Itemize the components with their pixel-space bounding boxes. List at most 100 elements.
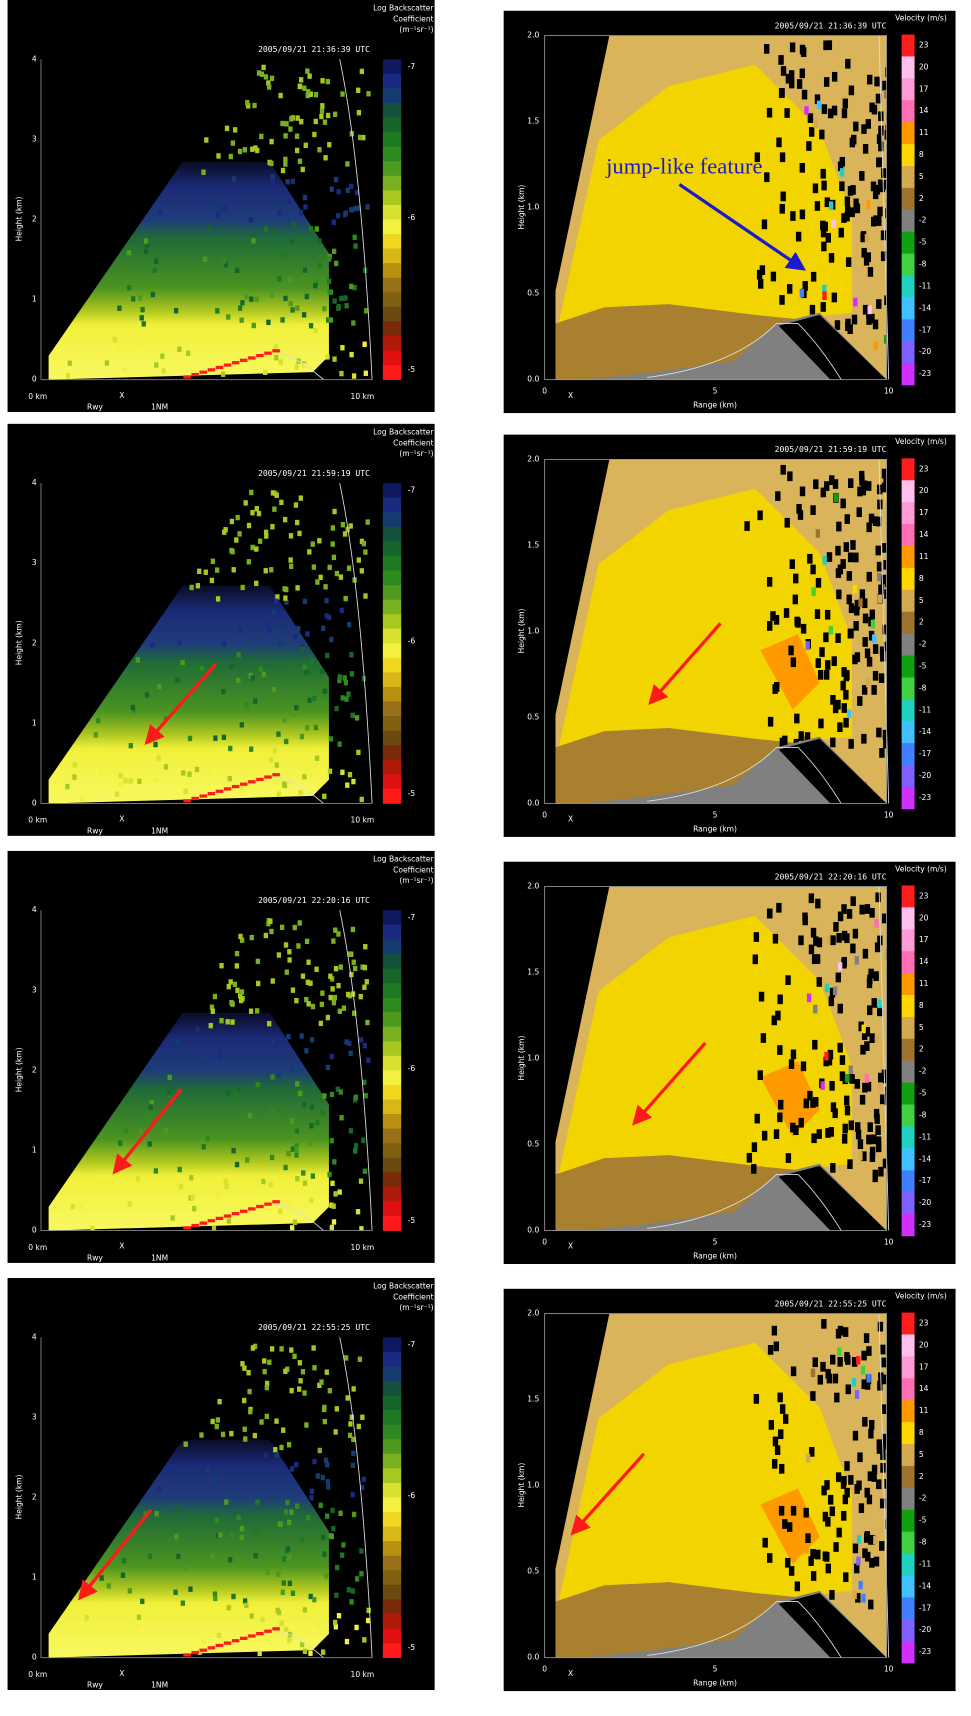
echo-cell: [319, 114, 323, 119]
echo-cell: [270, 1108, 274, 1113]
ground-clutter: [232, 1212, 240, 1215]
echo-cell: [206, 1136, 210, 1141]
echo-cell: [199, 1432, 203, 1437]
echo-cell: [336, 306, 340, 311]
ground-clutter: [240, 1637, 248, 1640]
echo-cell: [316, 1473, 320, 1478]
gap-cell: [829, 1590, 834, 1600]
echo-cell: [299, 1033, 303, 1038]
colorbar-cell: [383, 702, 401, 717]
page: Lidar panels { "left_common": { "colorba…: [0, 0, 971, 1716]
colorbar-cell: [902, 590, 915, 612]
gap-cell: [863, 614, 868, 624]
x-marker: X: [119, 1242, 124, 1251]
echo-cell: [314, 967, 318, 972]
gap-cell: [852, 655, 857, 665]
colorbar-tick-label: 8: [919, 1001, 924, 1010]
echo-cell: [328, 1388, 332, 1393]
echo-cell: [181, 770, 185, 775]
colorbar-cell: [902, 1597, 915, 1619]
echo-cell: [311, 1345, 315, 1350]
echo-cell: [309, 323, 313, 328]
gap-cell: [844, 1352, 849, 1362]
echo-cell: [238, 934, 242, 939]
echo-cell: [288, 301, 292, 306]
echo-cell: [102, 1175, 106, 1180]
echo-cell: [256, 959, 260, 964]
colorbar-cell: [383, 292, 401, 307]
colorbar-cell: [383, 147, 401, 162]
echo-cell: [325, 1369, 329, 1374]
colorbar-cell: [902, 502, 915, 524]
echo-cell: [250, 510, 254, 515]
echo-cell: [198, 188, 202, 193]
gap-cell: [803, 916, 808, 926]
colorbar-cell: [902, 275, 915, 297]
gap-cell: [874, 1114, 879, 1124]
echo-cell: [127, 250, 131, 255]
gap-cell: [785, 975, 790, 985]
colorbar-tick-label: -5: [919, 1516, 927, 1525]
y-axis-label: Height (km): [517, 1036, 526, 1081]
echo-cell: [311, 1173, 315, 1178]
echo-cell: [195, 1026, 199, 1031]
gap-cell: [832, 656, 837, 666]
gap-cell: [830, 1506, 835, 1516]
echo-cell: [349, 1599, 353, 1604]
echo-cell: [332, 220, 336, 225]
echo-cell: [292, 1354, 296, 1359]
colorbar-cell: [902, 78, 915, 100]
echo-cell: [295, 148, 299, 153]
echo-cell: [251, 1345, 255, 1350]
colorbar-cell: [383, 1100, 401, 1115]
speckle-cell: [839, 282, 843, 291]
echo-cell: [333, 1429, 337, 1434]
gap-cell: [850, 185, 855, 195]
colorbar-tick-label: 23: [919, 1318, 929, 1327]
gap-cell: [781, 465, 786, 475]
echo-cell: [233, 127, 237, 132]
colorbar-cell: [383, 600, 401, 615]
gap-cell: [744, 521, 749, 531]
echo-cell: [211, 337, 215, 342]
echo-cell: [157, 684, 161, 689]
gap-cell: [845, 321, 850, 331]
gap-cell: [811, 272, 816, 282]
colorbar-cell: [383, 910, 401, 925]
echo-cell: [340, 608, 344, 613]
gap-cell: [823, 632, 828, 642]
gap-cell: [848, 629, 853, 639]
echo-cell: [258, 538, 262, 543]
echo-cell: [282, 1556, 286, 1561]
gap-cell: [865, 649, 870, 659]
echo-cell: [295, 305, 299, 310]
colorbar-tick-label: 20: [919, 913, 929, 922]
echo-cell: [310, 1104, 314, 1109]
echo-cell: [364, 1093, 368, 1098]
echo-cell: [356, 750, 360, 755]
echo-cell: [232, 176, 236, 181]
gap-cell: [776, 138, 781, 148]
gap-cell: [769, 1420, 774, 1430]
echo-cell: [295, 520, 299, 525]
echo-cell: [154, 259, 158, 264]
y-tick-label: 0: [32, 375, 37, 384]
echo-cell: [189, 1175, 193, 1180]
colorbar-cell: [383, 132, 401, 147]
echo-cell: [204, 137, 208, 142]
echo-cell: [139, 342, 143, 347]
gap-cell: [837, 1043, 842, 1053]
gap-cell: [878, 1073, 883, 1083]
gap-cell: [851, 135, 856, 145]
gap-cell: [826, 233, 831, 243]
echo-cell: [307, 73, 311, 78]
echo-cell: [287, 1554, 291, 1559]
colorbar-cell: [383, 925, 401, 940]
speckle-cell: [865, 234, 869, 243]
gap-cell: [840, 499, 845, 509]
echo-cell: [304, 769, 308, 774]
echo-cell: [310, 1489, 314, 1494]
echo-cell: [268, 919, 272, 924]
colorbar-cell: [383, 998, 401, 1013]
